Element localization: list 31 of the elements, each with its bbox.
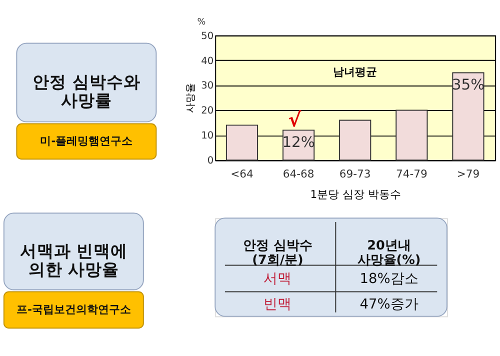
x-tick-label: 64-68 xyxy=(282,167,314,180)
data-label: 35% xyxy=(452,76,485,94)
y-axis-title: 사망율 xyxy=(185,83,196,114)
text: 47%증가 xyxy=(360,296,418,312)
bar xyxy=(452,72,484,161)
text: 20년내 사망율(%) xyxy=(357,238,421,268)
text: 18%감소 xyxy=(360,270,418,287)
y-tick-label: 20 xyxy=(201,106,214,117)
x-tick-label: <64 xyxy=(230,167,254,180)
text: 미-플레밍햄연구소 xyxy=(40,134,133,148)
text: 서맥과 빈맥에 의한 사망율 xyxy=(20,241,128,280)
y-tick-label: 10 xyxy=(201,130,214,142)
text: 프-국립보건의학연구소 xyxy=(16,302,131,316)
x-tick-label: 69-73 xyxy=(339,167,371,180)
text: 서맥 xyxy=(264,270,292,287)
text: 안정 심박수와 사망률 xyxy=(32,72,140,110)
bar xyxy=(226,124,258,161)
text: 안정 심박수 (7회/분) xyxy=(242,238,312,268)
annotation: 남녀평균 xyxy=(333,66,378,79)
bar xyxy=(339,120,372,161)
annotation: √ xyxy=(288,108,302,132)
bar xyxy=(396,110,428,161)
y-tick-label: 0 xyxy=(207,156,214,167)
text: % xyxy=(197,18,206,28)
y-tick-label: 40 xyxy=(201,56,214,67)
x-tick-label: >79 xyxy=(456,167,480,180)
y-tick-label: 50 xyxy=(201,30,214,42)
text: 빈맥 xyxy=(264,296,292,312)
x-tick-label: 74-79 xyxy=(396,167,428,180)
y-tick-label: 30 xyxy=(201,80,214,92)
x-axis-title: 1분당 심장 박동수 xyxy=(310,188,401,201)
